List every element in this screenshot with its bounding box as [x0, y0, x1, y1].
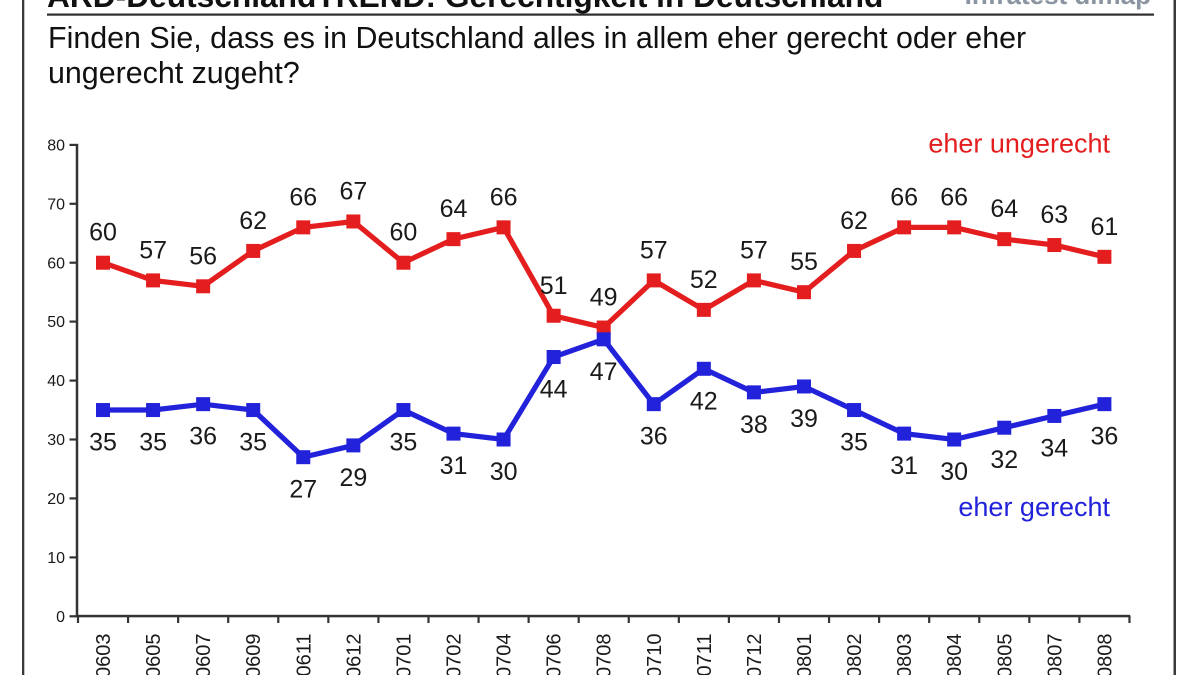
svg-text:40: 40 [47, 373, 65, 390]
svg-text:eher gerecht: eher gerecht [958, 492, 1110, 522]
svg-text:0706: 0706 [544, 634, 566, 675]
svg-text:35: 35 [89, 429, 117, 457]
svg-text:57: 57 [139, 236, 167, 264]
svg-text:32: 32 [990, 446, 1018, 474]
svg-text:31: 31 [440, 452, 468, 480]
svg-text:0609: 0609 [243, 634, 265, 675]
svg-text:35: 35 [139, 429, 167, 457]
svg-text:30: 30 [47, 432, 65, 449]
svg-text:0607: 0607 [193, 634, 215, 675]
svg-text:66: 66 [890, 183, 918, 211]
svg-text:0612: 0612 [343, 634, 365, 675]
svg-text:36: 36 [1090, 423, 1118, 451]
svg-text:60: 60 [389, 219, 417, 247]
svg-text:56: 56 [189, 242, 217, 270]
svg-text:80: 80 [47, 138, 65, 155]
svg-text:0701: 0701 [393, 634, 415, 675]
svg-text:44: 44 [540, 376, 568, 404]
svg-text:35: 35 [840, 429, 868, 457]
svg-text:0807: 0807 [1044, 634, 1066, 675]
svg-text:0: 0 [56, 609, 65, 626]
svg-text:52: 52 [690, 266, 718, 294]
svg-text:0603: 0603 [93, 634, 115, 675]
svg-text:39: 39 [790, 405, 818, 433]
svg-text:64: 64 [440, 195, 468, 223]
svg-text:0808: 0808 [1094, 634, 1116, 675]
svg-text:0702: 0702 [443, 634, 465, 675]
svg-text:0804: 0804 [944, 634, 966, 675]
svg-text:30: 30 [940, 458, 968, 486]
svg-text:0708: 0708 [594, 634, 616, 675]
svg-text:0805: 0805 [994, 634, 1016, 675]
svg-text:60: 60 [47, 255, 65, 272]
svg-text:35: 35 [239, 429, 267, 457]
svg-text:0605: 0605 [143, 634, 165, 675]
svg-text:29: 29 [339, 464, 367, 492]
svg-text:Infratest dimap: Infratest dimap [965, 0, 1151, 10]
svg-text:0801: 0801 [794, 634, 816, 675]
svg-text:0710: 0710 [644, 634, 666, 675]
svg-text:66: 66 [490, 183, 518, 211]
svg-text:66: 66 [289, 183, 317, 211]
svg-text:55: 55 [790, 248, 818, 276]
svg-text:36: 36 [189, 423, 217, 451]
svg-text:62: 62 [840, 207, 868, 235]
svg-text:51: 51 [540, 272, 568, 300]
svg-text:67: 67 [339, 178, 367, 206]
svg-text:61: 61 [1090, 213, 1118, 241]
svg-text:0704: 0704 [494, 634, 516, 675]
svg-text:62: 62 [239, 207, 267, 235]
svg-text:30: 30 [490, 458, 518, 486]
svg-text:0712: 0712 [744, 634, 766, 675]
svg-text:64: 64 [990, 195, 1018, 223]
svg-text:35: 35 [389, 429, 417, 457]
svg-text:57: 57 [640, 236, 668, 264]
svg-text:10: 10 [47, 550, 65, 567]
svg-text:20: 20 [47, 491, 65, 508]
svg-text:38: 38 [740, 411, 768, 439]
svg-text:ungerecht zugeht?: ungerecht zugeht? [48, 56, 300, 90]
svg-text:70: 70 [47, 196, 65, 213]
svg-text:31: 31 [890, 452, 918, 480]
svg-text:0711: 0711 [694, 634, 716, 675]
svg-text:42: 42 [690, 387, 718, 415]
svg-text:36: 36 [640, 423, 668, 451]
svg-text:0611: 0611 [293, 634, 315, 675]
svg-text:0802: 0802 [844, 634, 866, 675]
svg-text:49: 49 [590, 284, 618, 312]
svg-text:47: 47 [590, 358, 618, 386]
svg-text:57: 57 [740, 236, 768, 264]
svg-text:63: 63 [1040, 201, 1068, 229]
svg-text:ARD-DeutschlandTREND: Gerechti: ARD-DeutschlandTREND: Gerechtigkeit in D… [47, 0, 883, 14]
svg-text:66: 66 [940, 183, 968, 211]
svg-text:0803: 0803 [894, 634, 916, 675]
svg-text:27: 27 [289, 476, 317, 504]
svg-text:60: 60 [89, 219, 117, 247]
svg-text:eher ungerecht: eher ungerecht [928, 129, 1110, 159]
svg-text:Finden Sie, dass es in Deutsch: Finden Sie, dass es in Deutschland alles… [48, 21, 1026, 55]
svg-text:50: 50 [47, 314, 65, 331]
svg-text:34: 34 [1040, 434, 1068, 462]
